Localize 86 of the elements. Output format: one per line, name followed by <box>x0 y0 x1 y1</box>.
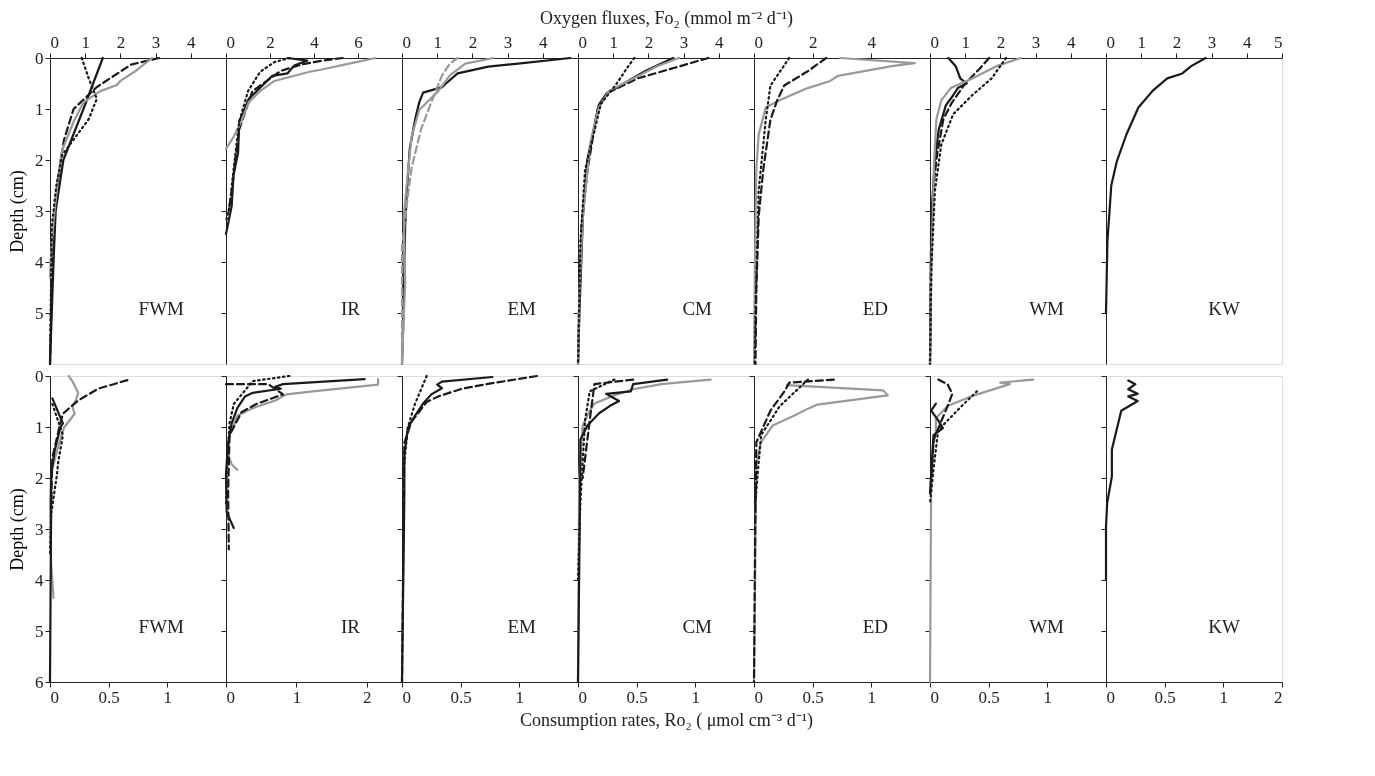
x-tick-label: 1 <box>867 687 877 707</box>
annotation: IR <box>341 616 361 637</box>
x2-tick-label: 3 <box>679 32 689 52</box>
x-tick-label: 0 <box>578 687 587 707</box>
y-axis-title: Depth (cm) <box>7 170 28 253</box>
x-tick-label: 1 <box>163 687 173 707</box>
x2-tick-label: 2 <box>644 32 654 52</box>
y-tick-label: 0 <box>35 48 44 68</box>
y-tick-label: 3 <box>35 201 44 221</box>
x2-tick-label: 4 <box>715 32 725 52</box>
x-tick-label: 1 <box>691 687 701 707</box>
annotation: WM <box>1029 616 1065 637</box>
x-tick-label: 0.5 <box>1154 687 1176 707</box>
x2-tick-label: 1 <box>961 32 970 52</box>
annotation: KW <box>1208 616 1241 637</box>
x2-tick-label: 4 <box>1243 32 1253 52</box>
x-tick-label: 1 <box>1219 687 1229 707</box>
x-tick-label: 1 <box>292 687 302 707</box>
x-tick-label: 1 <box>515 687 525 707</box>
x-tick-label: 0.5 <box>802 687 824 707</box>
x2-tick-label: 1 <box>81 32 90 52</box>
x2-tick-label: 4 <box>1067 32 1077 52</box>
x2-tick-label: 0 <box>226 32 235 52</box>
x-tick-label: 0 <box>1106 687 1115 707</box>
x-axis-title: Consumption rates, Ro₂ ( μmol cm⁻³ d⁻¹) <box>519 709 814 731</box>
x2-tick-label: 3 <box>1207 32 1217 52</box>
x2-tick-label: 0 <box>1106 32 1115 52</box>
x2-tick-label: 0 <box>402 32 411 52</box>
x2-tick-label: 2 <box>116 32 126 52</box>
x2-tick-label: 2 <box>266 32 275 52</box>
y-tick-label: 5 <box>35 621 44 641</box>
x-tick-label: 0.5 <box>98 687 120 707</box>
x-tick-label: 2 <box>363 687 372 707</box>
x2-tick-label: 2 <box>996 32 1006 52</box>
y-tick-label: 0 <box>35 366 44 386</box>
y-tick-label: 1 <box>35 99 44 119</box>
text: WM <box>1029 298 1065 319</box>
annotation: EM <box>507 298 537 319</box>
y-tick-label: 2 <box>35 468 44 488</box>
y-tick-label: 2 <box>35 150 44 170</box>
y-tick-label: 4 <box>35 252 44 272</box>
x2-tick-label: 1 <box>609 32 618 52</box>
x2-tick-label: 4 <box>187 32 197 52</box>
x-tick-label: 0 <box>50 687 59 707</box>
x2-tick-label: 0 <box>578 32 587 52</box>
x2-tick-label: 4 <box>539 32 549 52</box>
annotation: EM <box>507 616 537 637</box>
x2-tick-label: 2 <box>808 32 818 52</box>
x2-tick-label: 6 <box>354 32 363 52</box>
x2-tick-label: 0 <box>50 32 59 52</box>
x-tick-label: 0 <box>754 687 763 707</box>
annotation: FWM <box>138 616 185 637</box>
x-tick-label: 2 <box>1274 687 1283 707</box>
x2-tick-label: 3 <box>503 32 513 52</box>
annotation: CM <box>682 298 713 319</box>
x-tick-label: 1 <box>1043 687 1053 707</box>
x-tick-label: 0.5 <box>978 687 1000 707</box>
annotation: ED <box>862 616 888 637</box>
x2-tick-label: 0 <box>754 32 763 52</box>
annotation: FWM <box>138 298 185 319</box>
x-tick-label: 0 <box>226 687 235 707</box>
annotation: CM <box>682 616 713 637</box>
y-tick-label: 5 <box>35 303 44 323</box>
y-tick-label: 4 <box>35 570 44 590</box>
x-tick-label: 0 <box>402 687 411 707</box>
x2-tick-label: 4 <box>310 32 320 52</box>
x2-tick-label: 2 <box>468 32 478 52</box>
x2-tick-label: 1 <box>1137 32 1146 52</box>
x2-tick-label: 0 <box>930 32 939 52</box>
x2-tick-label: 5 <box>1274 32 1283 52</box>
annotation: IR <box>341 298 361 319</box>
x2-tick-label: 3 <box>151 32 161 52</box>
x-tick-label: 0.5 <box>626 687 648 707</box>
y-axis-title: Depth (cm) <box>7 488 28 571</box>
annotation: ED <box>862 298 888 319</box>
x-tick-label: 0 <box>930 687 939 707</box>
y-tick-label: 3 <box>35 519 44 539</box>
x2-tick-label: 3 <box>1031 32 1041 52</box>
x-tick-label: 0.5 <box>450 687 472 707</box>
text: KW <box>1208 298 1241 319</box>
x2-axis-title: Oxygen fluxes, Fo₂ (mmol m⁻² d⁻¹) <box>539 7 794 29</box>
y-tick-label: 1 <box>35 417 44 437</box>
x2-tick-label: 1 <box>433 32 442 52</box>
x2-tick-label: 2 <box>1172 32 1182 52</box>
x2-tick-label: 4 <box>867 32 877 52</box>
y-tick-label: 6 <box>35 672 44 692</box>
